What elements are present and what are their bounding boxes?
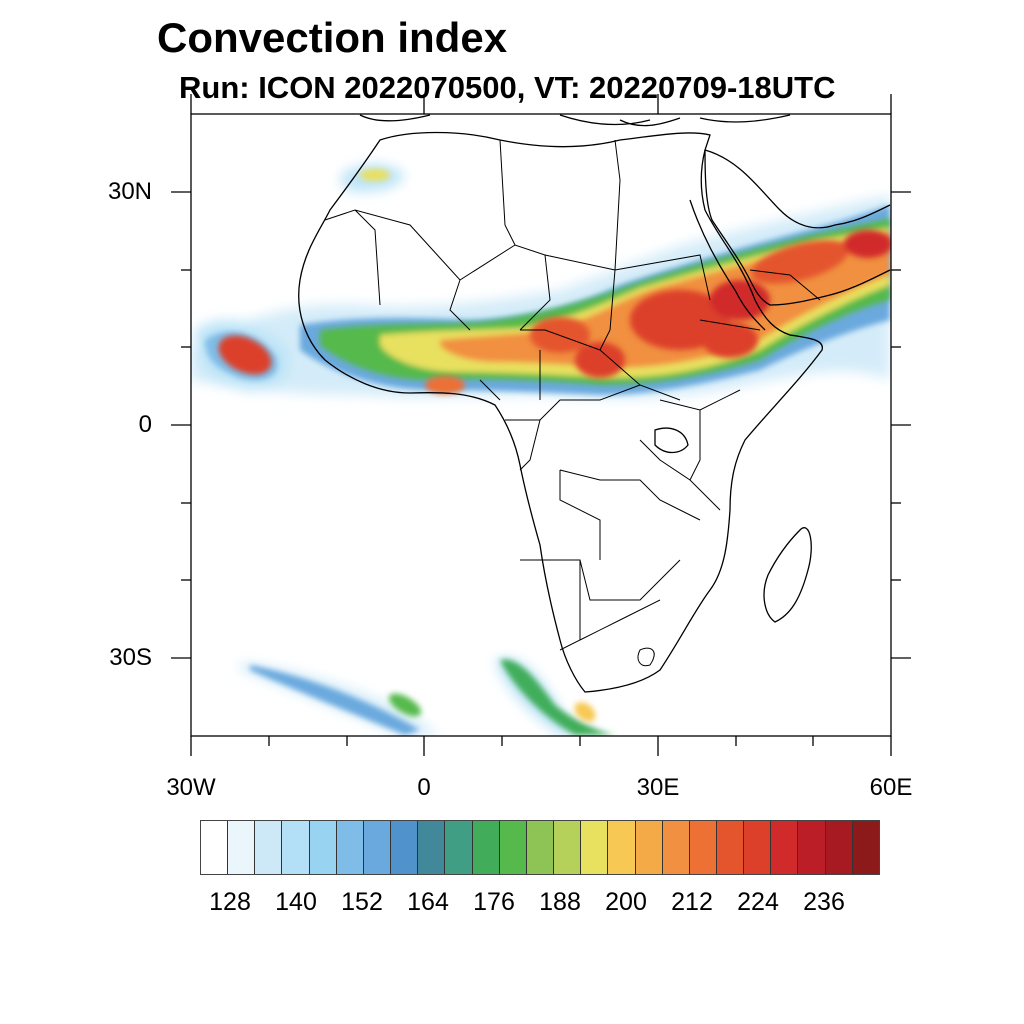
red-sea-coast xyxy=(689,199,766,331)
border-lines xyxy=(324,139,821,667)
colorbar-tick-label: 188 xyxy=(539,888,581,916)
convection-field xyxy=(191,163,891,735)
field-core-atlantic xyxy=(218,335,272,375)
colorbar-swatch xyxy=(309,821,337,874)
x-label-30w: 30W xyxy=(166,774,216,801)
colorbar-swatch xyxy=(363,821,392,874)
colorbar-swatch xyxy=(608,821,636,874)
colorbar-swatch xyxy=(689,821,717,874)
country-borders xyxy=(324,139,821,667)
colorbar-tick-label: 128 xyxy=(209,888,251,916)
field-core-ethiopia-south xyxy=(702,322,758,358)
chart-subtitle: Run: ICON 2022070500, VT: 20220709-18UTC xyxy=(179,70,836,105)
colorbar-swatch xyxy=(825,821,853,874)
y-label-30n: 30N xyxy=(107,178,152,205)
colorbar-swatch xyxy=(391,821,419,874)
colorbar xyxy=(200,820,880,875)
field-mid-cape xyxy=(500,659,615,735)
colorbar-swatch xyxy=(635,821,663,874)
colorbar-swatch xyxy=(526,821,555,874)
colorbar-swatch xyxy=(336,821,364,874)
colorbar-swatch xyxy=(581,821,609,874)
colorbar-tick-label: 164 xyxy=(407,888,449,916)
colorbar-swatch xyxy=(472,821,500,874)
colorbar-tick-label: 140 xyxy=(275,888,317,916)
y-label-0: 0 xyxy=(138,411,152,438)
colorbar-tick-label: 200 xyxy=(605,888,647,916)
plot-frame xyxy=(190,113,892,737)
field-core-sudan xyxy=(575,342,625,378)
x-label-0: 0 xyxy=(417,774,431,801)
colorbar-swatch xyxy=(798,821,826,874)
colorbar-swatch xyxy=(499,821,527,874)
chart-title: Convection index xyxy=(157,14,508,61)
colorbar-tick-label: 176 xyxy=(473,888,515,916)
colorbar-swatch xyxy=(662,821,690,874)
colorbar-swatch xyxy=(228,821,256,874)
field-core-oman xyxy=(844,230,891,258)
arabia-coastline xyxy=(704,149,891,306)
colorbar-swatch xyxy=(445,821,473,874)
x-label-30e: 30E xyxy=(636,774,680,801)
colorbar-swatch xyxy=(418,821,446,874)
colorbar-tick-label: 212 xyxy=(671,888,713,916)
axis-ticks xyxy=(171,94,911,756)
lake-victoria xyxy=(654,427,689,454)
colorbar-swatch xyxy=(716,821,745,874)
colorbar-swatch xyxy=(282,821,310,874)
field-core-cape xyxy=(574,702,596,722)
coastlines xyxy=(298,114,891,693)
colorbar-tick-label: 152 xyxy=(341,888,383,916)
colorbar-swatch xyxy=(201,821,229,874)
colorbar-tick-label: 236 xyxy=(803,888,845,916)
colorbar-swatch xyxy=(554,821,582,874)
field-core-morocco xyxy=(360,169,390,181)
colorbar-swatch xyxy=(255,821,283,874)
colorbar-swatch xyxy=(852,821,879,874)
field-mid-south-atlantic xyxy=(250,665,420,735)
colorbar-swatch xyxy=(771,821,799,874)
colorbar-swatch xyxy=(744,821,772,874)
europe-coastline xyxy=(359,114,791,127)
field-core-south-atlantic xyxy=(388,693,422,717)
colorbar-tick-label: 224 xyxy=(737,888,779,916)
x-label-60e: 60E xyxy=(869,774,913,801)
madagascar-coastline xyxy=(763,527,812,623)
y-label-30s: 30S xyxy=(109,644,152,671)
field-core-nigeria xyxy=(425,376,465,394)
